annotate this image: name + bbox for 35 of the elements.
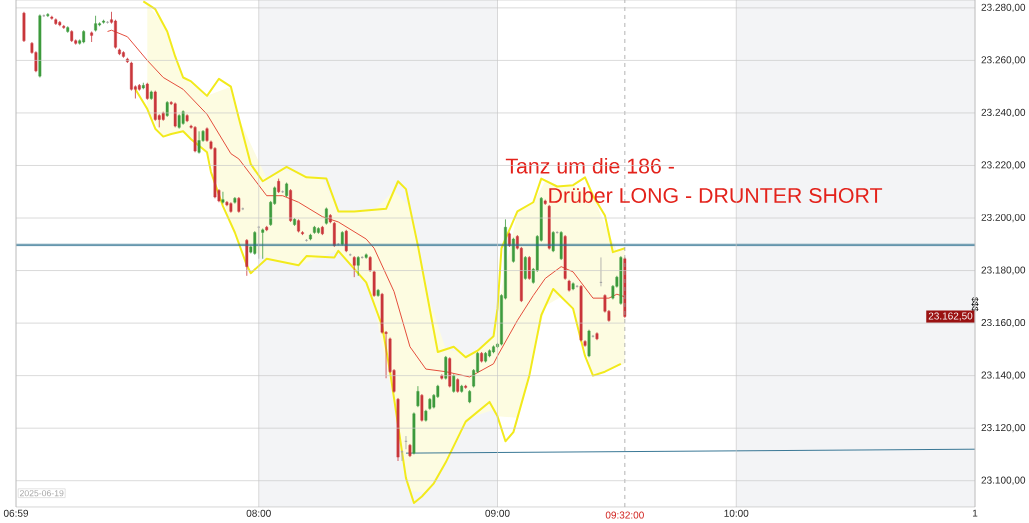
annotation: Tanz um die 186 - bbox=[505, 157, 674, 174]
candlestick bbox=[416, 385, 420, 408]
x-tick-label: 06:59 bbox=[3, 509, 29, 517]
candlestick bbox=[280, 190, 285, 194]
line-series bbox=[134, 88, 622, 505]
candlestick bbox=[352, 255, 356, 278]
x-tick-label: 10:00 bbox=[724, 509, 749, 517]
x-tick-label: 08:00 bbox=[246, 509, 271, 517]
y-tick-label: 23.120,00 bbox=[981, 424, 1026, 433]
candlestick bbox=[332, 221, 336, 248]
candlestick bbox=[197, 130, 201, 155]
ref-line-label: 09:32:00 bbox=[605, 511, 644, 519]
y-tick-label: 23.180,00 bbox=[981, 266, 1026, 275]
y-tick-label: 23.220,00 bbox=[981, 161, 1026, 170]
candlestick bbox=[193, 125, 197, 153]
y-tick-label: 23.240,00 bbox=[981, 108, 1026, 118]
y-tick-label: 23.200,00 bbox=[981, 213, 1026, 223]
annotation: 23.162,50 bbox=[928, 312, 973, 321]
candlestick bbox=[221, 191, 225, 204]
x-tick-label: 09:00 bbox=[485, 509, 510, 517]
candlestick bbox=[444, 355, 448, 380]
annotation: 2025-06-19 bbox=[19, 490, 64, 497]
annotation: $$$ bbox=[971, 297, 979, 312]
y-tick-label: 23.280,00 bbox=[981, 3, 1026, 12]
candlestick bbox=[356, 255, 360, 277]
candlestick bbox=[372, 270, 376, 298]
candlestick bbox=[452, 373, 456, 394]
y-tick-label: 23.100,00 bbox=[981, 476, 1026, 485]
candlestick bbox=[512, 237, 515, 264]
y-tick-label: 23.140,00 bbox=[981, 371, 1026, 380]
y-tick-label: 23.160,00 bbox=[981, 318, 1026, 328]
candlestick bbox=[261, 228, 265, 260]
y-tick-label: 23.260,00 bbox=[981, 56, 1026, 65]
x-tick-label: 1 bbox=[972, 509, 978, 517]
candlestick bbox=[304, 238, 309, 243]
